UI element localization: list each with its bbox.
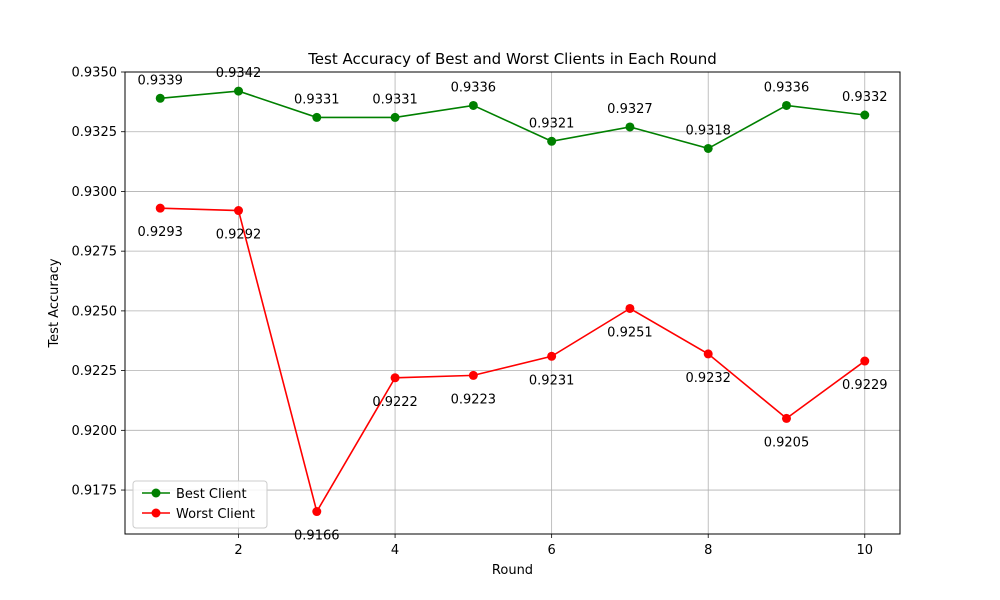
worst-client-point [234, 206, 244, 216]
best-client-point [547, 136, 557, 146]
worst-client-data-label: 0.9232 [685, 371, 731, 386]
best-client-data-label: 0.9342 [216, 66, 262, 81]
grid [125, 71, 900, 534]
legend-marker-worst-client [151, 508, 161, 518]
best-client-data-label: 0.9339 [137, 73, 183, 88]
worst-client-data-label: 0.9166 [294, 529, 340, 544]
worst-client-data-label: 0.9205 [764, 435, 810, 450]
x-axis-ticks: 2 4 6 8 10 [234, 534, 873, 558]
best-client-point [625, 122, 635, 132]
best-client-data-label: 0.9336 [451, 80, 497, 95]
y-tick-label: 0.9300 [72, 185, 118, 200]
best-client-data-label: 0.9318 [685, 123, 731, 138]
worst-client-point [860, 356, 870, 366]
y-tick-label: 0.9275 [72, 245, 118, 260]
best-client-point [781, 100, 791, 110]
best-client-data-label: 0.9331 [372, 92, 418, 107]
legend: Best Client Worst Client [132, 480, 268, 529]
x-tick-label: 2 [234, 543, 242, 558]
data-labels: 0.9339 0.9342 0.9331 0.9331 0.9336 0.9321 0.93… [137, 66, 887, 543]
best-client-data-label: 0.9321 [529, 116, 575, 131]
best-client-point [234, 86, 244, 96]
worst-client-point [547, 351, 557, 361]
worst-client-data-label: 0.9251 [607, 325, 653, 340]
worst-client-line [160, 207, 866, 514]
x-tick-label: 10 [856, 543, 873, 558]
worst-client-point [781, 413, 791, 423]
y-axis-ticks: 0.9175 0.9200 0.9225 0.9250 0.9275 0.9300 0.93… [72, 66, 125, 499]
best-client-data-label: 0.9331 [294, 92, 340, 107]
best-client-point [390, 112, 400, 122]
legend-label-worst-client: Worst Client [176, 507, 255, 522]
worst-client-point [390, 373, 400, 383]
best-client-data-label: 0.9336 [764, 80, 810, 95]
series-lines [155, 86, 870, 517]
best-client-point [155, 93, 165, 103]
y-axis-label: Test Accuracy [47, 258, 62, 348]
best-client-point [703, 143, 713, 153]
x-axis-label: Round [492, 563, 533, 578]
best-client-line [160, 90, 865, 150]
best-client-point [468, 100, 478, 110]
x-tick-label: 6 [548, 543, 556, 558]
legend-marker-best-client [151, 488, 161, 498]
y-tick-label: 0.9325 [72, 125, 118, 140]
y-tick-label: 0.9225 [72, 364, 118, 379]
best-client-point [312, 112, 322, 122]
plot-frame [124, 71, 901, 535]
worst-client-point [625, 303, 635, 313]
x-tick-label: 8 [704, 543, 712, 558]
worst-client-point [312, 507, 322, 517]
worst-client-data-label: 0.9229 [842, 378, 888, 393]
best-client-point [860, 110, 870, 120]
y-tick-label: 0.9350 [72, 66, 118, 81]
legend-label-best-client: Best Client [176, 487, 247, 502]
best-client-data-label: 0.9332 [842, 90, 888, 105]
worst-client-data-label: 0.9292 [216, 228, 262, 243]
chart-title: Test Accuracy of Best and Worst Clients … [307, 50, 717, 68]
worst-client-point [468, 370, 478, 380]
worst-client-point [155, 203, 165, 213]
worst-client-data-label: 0.9231 [529, 373, 575, 388]
worst-client-point [703, 349, 713, 359]
best-client-data-label: 0.9327 [607, 102, 653, 117]
y-tick-label: 0.9200 [72, 424, 118, 439]
y-tick-label: 0.9175 [72, 484, 118, 499]
worst-client-data-label: 0.9222 [372, 395, 418, 410]
worst-client-data-label: 0.9223 [451, 392, 497, 407]
y-tick-label: 0.9250 [72, 304, 118, 319]
worst-client-data-label: 0.9293 [137, 225, 183, 240]
x-tick-label: 4 [391, 543, 399, 558]
